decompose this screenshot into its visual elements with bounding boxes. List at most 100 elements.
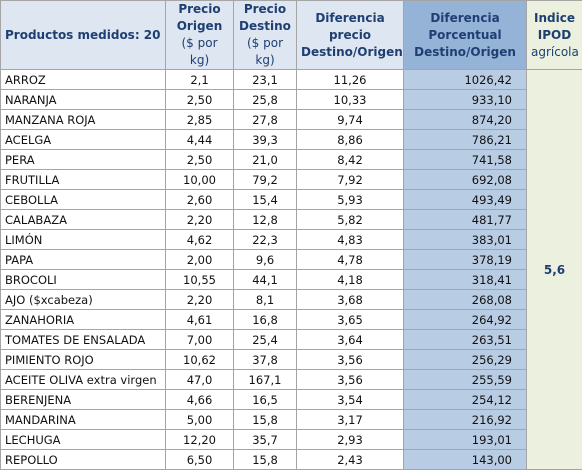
cell: 37,8 [233, 349, 297, 370]
table-row: TOMATES DE ENSALADA 7,00 25,4 3,64 263,51 [0, 329, 582, 350]
product-name: CEBOLLA [0, 189, 166, 210]
cell: 8,86 [296, 129, 404, 150]
cell: 9,6 [233, 249, 297, 270]
table-row: PERA 2,50 21,0 8,42 741,58 [0, 149, 582, 170]
cell: 692,08 [403, 169, 527, 190]
cell: 4,61 [165, 309, 234, 330]
cell: 23,1 [233, 69, 297, 90]
table-body: ARROZ 2,1 23,1 11,26 1026,42 5,6 NARANJA 2,50 25… [0, 69, 582, 470]
header-title: Indice IPOD [534, 10, 575, 42]
table-row: MANZANA ROJA 2,85 27,8 9,74 874,20 [0, 109, 582, 130]
product-name: ACEITE OLIVA extra virgen [0, 369, 166, 390]
cell: 12,20 [165, 429, 234, 450]
cell: 481,77 [403, 209, 527, 230]
cell: 2,20 [165, 209, 234, 230]
product-name: AJO ($xcabeza) [0, 289, 166, 310]
cell: 8,42 [296, 149, 404, 170]
product-name: BROCOLI [0, 269, 166, 290]
cell: 3,56 [296, 369, 404, 390]
header-title: Precio Destino [239, 2, 291, 33]
cell: 16,5 [233, 389, 297, 410]
cell: 2,43 [296, 449, 404, 470]
header-title: Diferencia precio Destino/Origen [301, 10, 403, 59]
cell: 383,01 [403, 229, 527, 250]
cell: 4,66 [165, 389, 234, 410]
cell: 4,83 [296, 229, 404, 250]
table-header: Productos medidos: 20 Precio Origen ($ por… [0, 0, 582, 70]
cell: 21,0 [233, 149, 297, 170]
cell: 786,21 [403, 129, 527, 150]
header-title: Precio Origen [176, 2, 223, 33]
cell: 10,62 [165, 349, 234, 370]
cell: 2,20 [165, 289, 234, 310]
header-title: Diferencia Porcentual Destino/Origen [414, 10, 516, 59]
table-row: CALABAZA 2,20 12,8 5,82 481,77 [0, 209, 582, 230]
cell: 10,55 [165, 269, 234, 290]
cell: 6,50 [165, 449, 234, 470]
cell: 2,1 [165, 69, 234, 90]
table-row: LIMÓN 4,62 22,3 4,83 383,01 [0, 229, 582, 250]
product-name: FRUTILLA [0, 169, 166, 190]
table-row: ACEITE OLIVA extra virgen 47,0 167,1 3,56 25… [0, 369, 582, 390]
table-row: FRUTILLA 10,00 79,2 7,92 692,08 [0, 169, 582, 190]
cell: 3,65 [296, 309, 404, 330]
cell: 3,56 [296, 349, 404, 370]
cell: 2,60 [165, 189, 234, 210]
cell: 10,00 [165, 169, 234, 190]
cell: 15,8 [233, 409, 297, 430]
column-header: Productos medidos: 20 [0, 0, 166, 70]
cell: 2,50 [165, 149, 234, 170]
table-row: ARROZ 2,1 23,1 11,26 1026,42 5,6 [0, 69, 582, 470]
cell: 15,4 [233, 189, 297, 210]
product-name: MANZANA ROJA [0, 109, 166, 130]
cell: 12,8 [233, 209, 297, 230]
cell: 254,12 [403, 389, 527, 410]
cell: 5,93 [296, 189, 404, 210]
cell: 216,92 [403, 409, 527, 430]
product-name: PAPA [0, 249, 166, 270]
cell: 4,44 [165, 129, 234, 150]
cell: 10,33 [296, 89, 404, 110]
cell: 4,18 [296, 269, 404, 290]
cell: 1026,42 [403, 69, 527, 90]
cell: 47,0 [165, 369, 234, 390]
cell: 741,58 [403, 149, 527, 170]
cell: 493,49 [403, 189, 527, 210]
cell: 2,85 [165, 109, 234, 130]
table-row: REPOLLO 6,50 15,8 2,43 143,00 [0, 449, 582, 470]
cell: 25,4 [233, 329, 297, 350]
table-row: BROCOLI 10,55 44,1 4,18 318,41 [0, 269, 582, 290]
cell: 79,2 [233, 169, 297, 190]
cell: 22,3 [233, 229, 297, 250]
column-header: Indice IPOD agrícola [526, 0, 582, 70]
cell: 933,10 [403, 89, 527, 110]
cell: 263,51 [403, 329, 527, 350]
product-name: PIMIENTO ROJO [0, 349, 166, 370]
cell: 39,3 [233, 129, 297, 150]
cell: 7,00 [165, 329, 234, 350]
cell: 25,8 [233, 89, 297, 110]
cell: 2,93 [296, 429, 404, 450]
column-header: Precio Origen ($ por kg) [165, 0, 234, 70]
column-header: Diferencia Porcentual Destino/Origen [403, 0, 527, 70]
header-unit: ($ por kg) [181, 36, 218, 67]
cell: 44,1 [233, 269, 297, 290]
cell: 2,50 [165, 89, 234, 110]
cell: 15,8 [233, 449, 297, 470]
header-title: Productos medidos: 20 [5, 27, 161, 42]
cell: 3,17 [296, 409, 404, 430]
table-row: MANDARINA 5,00 15,8 3,17 216,92 [0, 409, 582, 430]
cell: 35,7 [233, 429, 297, 450]
table-row: LECHUGA 12,20 35,7 2,93 193,01 [0, 429, 582, 450]
cell: 268,08 [403, 289, 527, 310]
table-row: ACELGA 4,44 39,3 8,86 786,21 [0, 129, 582, 150]
product-name: TOMATES DE ENSALADA [0, 329, 166, 350]
cell: 2,00 [165, 249, 234, 270]
cell: 4,62 [165, 229, 234, 250]
cell: 3,64 [296, 329, 404, 350]
cell: 27,8 [233, 109, 297, 130]
product-name: LIMÓN [0, 229, 166, 250]
table-row: PIMIENTO ROJO 10,62 37,8 3,56 256,29 [0, 349, 582, 370]
product-name: PERA [0, 149, 166, 170]
header-row: Productos medidos: 20 Precio Origen ($ por… [0, 0, 582, 70]
